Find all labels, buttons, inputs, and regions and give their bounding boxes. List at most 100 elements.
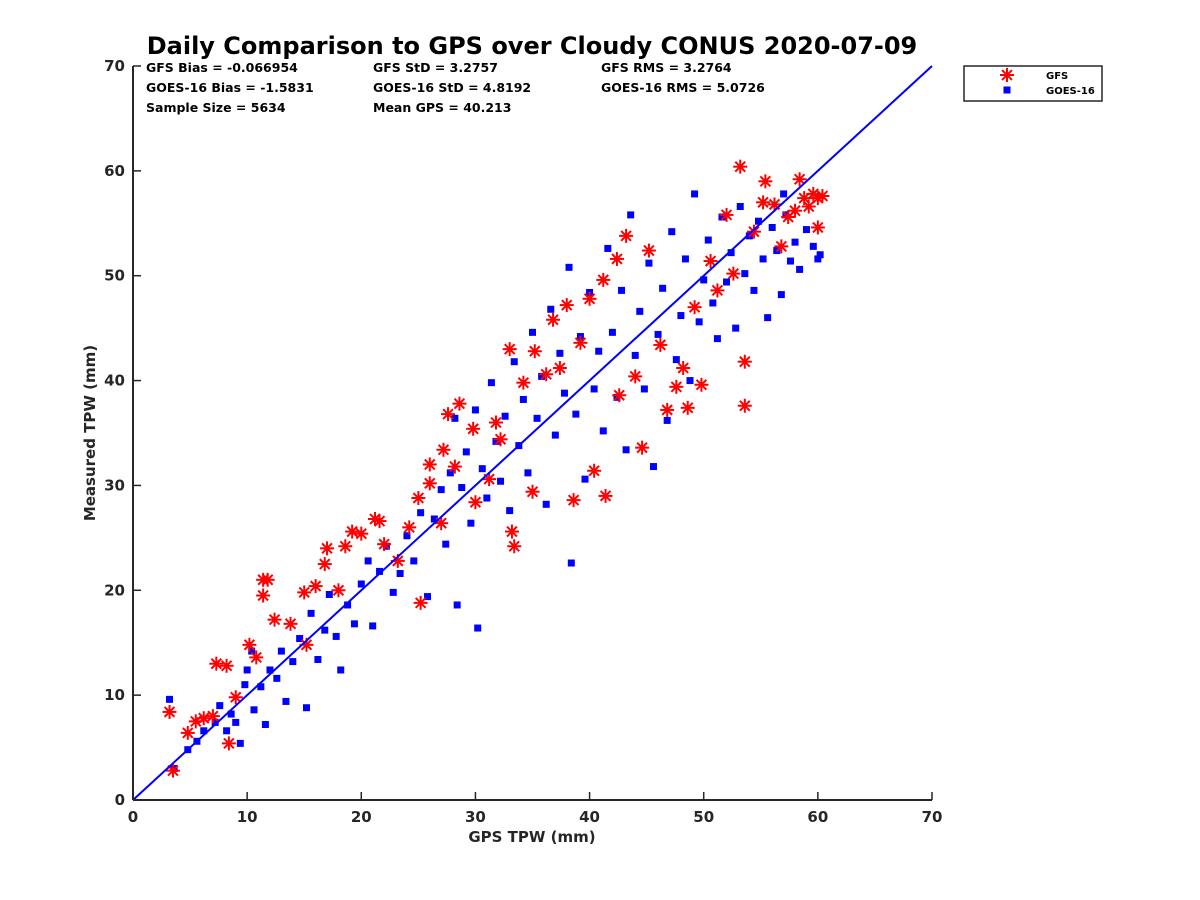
gfs-point [669, 379, 684, 394]
goes-16-point [723, 278, 731, 286]
gfs-point [377, 537, 392, 552]
goes-16-point [467, 519, 475, 527]
gfs-point [488, 415, 503, 430]
goes-16-point [236, 739, 244, 747]
gfs-point [317, 557, 332, 572]
goes-16-point [567, 559, 575, 567]
gfs-point [552, 360, 567, 375]
goes-16-point [791, 238, 799, 246]
goes-16-point [645, 259, 653, 267]
gfs-point [507, 539, 522, 554]
goes-16-point [223, 727, 231, 735]
gfs-point [788, 203, 803, 218]
gfs-point [228, 690, 243, 705]
goes-16-point [764, 314, 772, 322]
goes-16-point [704, 236, 712, 244]
x-tick-label: 0 [128, 808, 138, 826]
gfs-point [527, 344, 542, 359]
gfs-point [447, 459, 462, 474]
goes-16-point [816, 251, 824, 259]
goes-16-point [451, 414, 459, 422]
goes-16-point [691, 190, 699, 198]
gfs-point [452, 396, 467, 411]
y-tick-label: 50 [104, 267, 125, 285]
goes-16-point [369, 622, 377, 630]
stat-gfs-std: GFS StD = 3.2757 [373, 60, 498, 75]
goes-16-point [510, 358, 518, 366]
gfs-point [781, 209, 796, 224]
goes-16-point [709, 299, 717, 307]
goes-16-point [659, 284, 667, 292]
x-tick-label: 60 [807, 808, 828, 826]
gfs-point [188, 714, 203, 729]
gfs-point [756, 195, 771, 210]
goes-16-point [547, 305, 555, 313]
goes-16-point [654, 330, 662, 338]
goes-16-point [686, 377, 694, 385]
gfs-point [260, 572, 275, 587]
goes-16-point [649, 463, 657, 471]
gfs-point [297, 585, 312, 600]
gfs-point [612, 388, 627, 403]
stats-block: GFS Bias = -0.066954 GFS StD = 3.2757 GF… [146, 60, 765, 115]
goes-16-point [266, 666, 274, 674]
goes-16-point [248, 647, 256, 655]
gfs-point [596, 272, 611, 287]
goes-16-point [357, 580, 365, 588]
gfs-point [801, 199, 816, 214]
gfs-point [196, 711, 211, 726]
goes-16-point [442, 540, 450, 548]
goes-16-point [389, 588, 397, 596]
goes-16-point [227, 710, 235, 718]
goes-16-point [581, 475, 589, 483]
goes-16-point [519, 395, 527, 403]
goes-16-point [483, 494, 491, 502]
goes-16-point [492, 437, 500, 445]
gfs-point [466, 421, 481, 436]
gfs-point [598, 488, 613, 503]
legend-gfs-label: GFS [1046, 71, 1068, 82]
gfs-point [619, 228, 634, 243]
goes-16-point [631, 351, 639, 359]
gfs-point [482, 472, 497, 487]
goes-16-point [618, 286, 626, 294]
gfs-point [308, 579, 323, 594]
y-tick-label: 40 [104, 372, 125, 390]
x-tick-label: 10 [237, 808, 258, 826]
goes-16-point [695, 318, 703, 326]
gfs-point [792, 172, 807, 187]
gfs-point [694, 377, 709, 392]
goes-16-point [672, 356, 680, 364]
goes-16-point [759, 255, 767, 263]
goes-16-point [506, 507, 514, 515]
goes-16-point [700, 276, 708, 284]
goes-16-point [755, 217, 763, 225]
goes-16-point [332, 632, 340, 640]
y-tick-label: 30 [104, 476, 125, 494]
gfs-point [660, 402, 675, 417]
legend-gfs-marker [1000, 68, 1014, 82]
one-to-one-line [132, 65, 933, 801]
series-goes-16 [166, 190, 824, 773]
goes-16-point [261, 721, 269, 729]
goes-16-point [166, 695, 174, 703]
goes-16-point [814, 255, 822, 263]
goes-16-point [663, 416, 671, 424]
gfs-point [687, 300, 702, 315]
x-tick-label: 40 [579, 808, 600, 826]
goes-16-point [777, 291, 785, 299]
y-tick-label: 0 [115, 791, 125, 809]
goes-16-point [802, 226, 810, 234]
goes-16-point [727, 249, 735, 257]
goes-16-point [321, 626, 329, 634]
goes-16-point [417, 509, 425, 517]
gfs-point [733, 159, 748, 174]
goes-16-point [713, 335, 721, 343]
x-axis-label: GPS TPW (mm) [468, 828, 595, 846]
gfs-point [774, 239, 789, 254]
gfs-point [165, 763, 180, 778]
goes-16-point [403, 532, 411, 540]
goes-16-point [768, 223, 776, 231]
gfs-point [434, 516, 449, 531]
goes-16-point [478, 465, 486, 473]
